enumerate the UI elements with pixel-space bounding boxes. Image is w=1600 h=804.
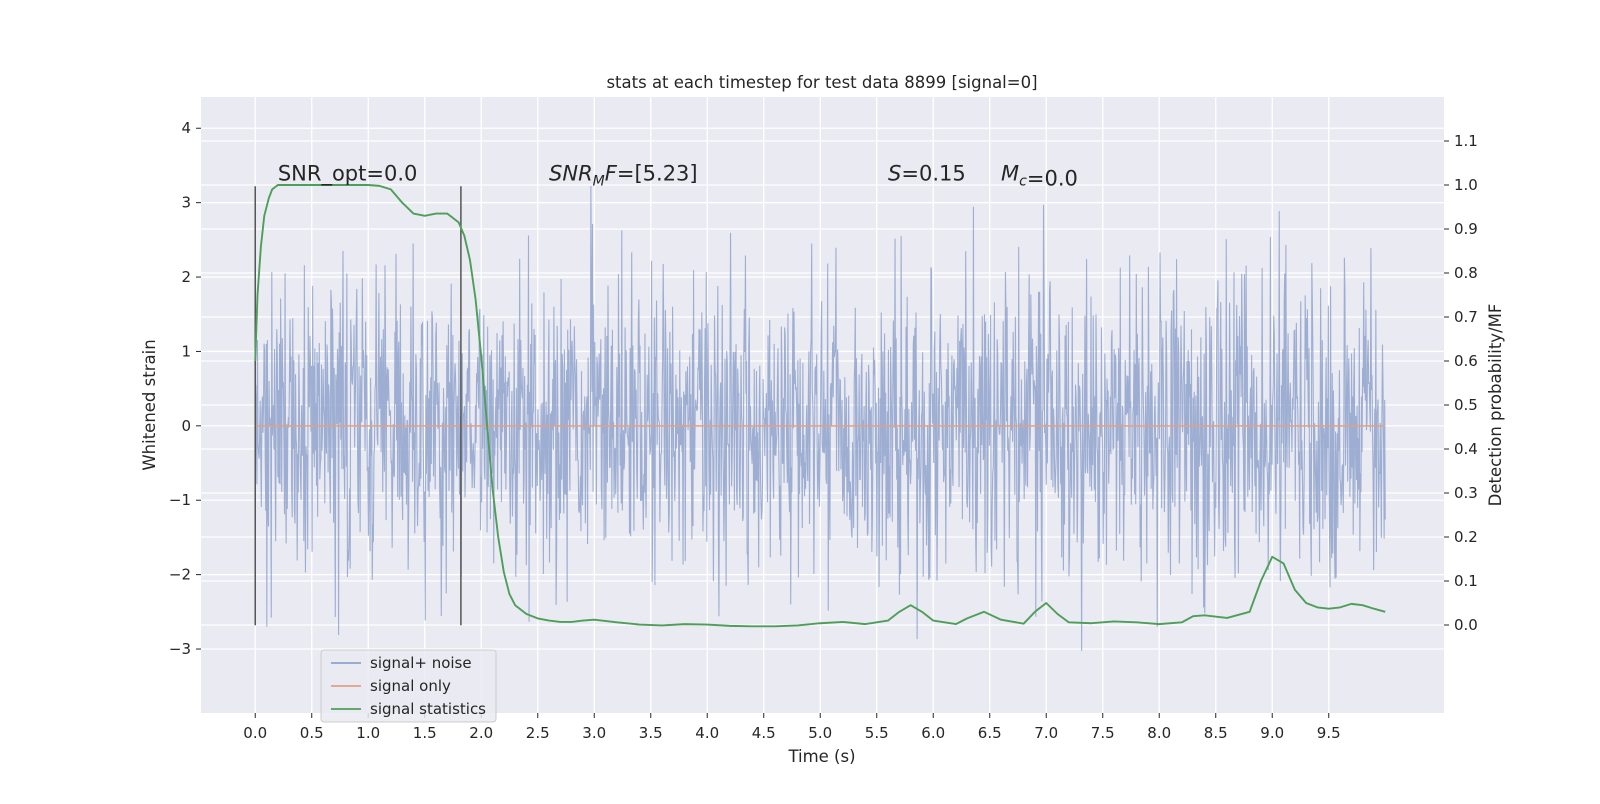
y-right-tick-label: 0.8 (1454, 264, 1478, 282)
annotations: SNR_opt=0.0 SNRMF=[5.23] S=0.15 Mc=0.0 (278, 161, 1078, 190)
legend-box (320, 649, 497, 723)
y-left-tick-label: −1 (169, 491, 191, 509)
x-tick-label: 7.5 (1091, 724, 1115, 742)
y-right-tick-label: 0.3 (1454, 484, 1478, 502)
y-right-tick-label: 1.0 (1454, 176, 1478, 194)
x-tick-label: 2.0 (469, 724, 493, 742)
annotation-s-val: S=0.15 (888, 161, 966, 185)
y-right-tick-label: 1.1 (1454, 132, 1478, 150)
x-tick-label: 2.5 (526, 724, 550, 742)
x-tick-label: 3.0 (582, 724, 606, 742)
x-tick-label: 5.0 (808, 724, 832, 742)
y-left-tick-label: 3 (181, 194, 191, 212)
signal-statistics-line (254, 184, 1386, 628)
y-right-tick-label: 0.5 (1454, 396, 1478, 414)
series-signal-noise (254, 186, 1386, 651)
y-axis-right-label: Detection probability/MF (1486, 304, 1505, 507)
y-left-tick-label: 0 (181, 417, 191, 435)
vertical-markers (254, 186, 462, 626)
series-signal-statistics (254, 184, 1386, 628)
x-tick-label: 7.0 (1034, 724, 1058, 742)
annotation-snr-opt: SNR_opt=0.0 (278, 161, 418, 186)
x-tick-label: 1.0 (356, 724, 380, 742)
x-tick-label: 6.5 (978, 724, 1002, 742)
x-tick-label: 0.0 (243, 724, 267, 742)
y-right-tick-label: 0.7 (1454, 308, 1478, 326)
x-tick-label: 8.5 (1204, 724, 1228, 742)
y-right-tick-label: 0.6 (1454, 352, 1478, 370)
annotation-mc-val: Mc=0.0 (1001, 161, 1078, 190)
y-right-tick-label: 0.2 (1454, 528, 1478, 546)
axis-ticks: 0.0 0.5 1.0 1.5 2.0 2.5 3.0 3.5 4.0 4.5 5.0 5.5 6.0 6… (169, 119, 1478, 742)
y-right-tick-label: 0.1 (1454, 572, 1478, 590)
y-left-tick-label: 2 (181, 268, 191, 286)
chart-title: stats at each timestep for test data 889… (606, 73, 1037, 92)
x-tick-label: 3.5 (639, 724, 663, 742)
x-tick-label: 9.0 (1260, 724, 1284, 742)
legend-label-signal-noise: signal+ noise (370, 654, 472, 672)
x-tick-label: 0.5 (300, 724, 324, 742)
y-left-tick-label: −2 (169, 566, 191, 584)
y-left-tick-label: 1 (181, 342, 191, 360)
x-tick-label: 8.0 (1147, 724, 1171, 742)
y-right-tick-label: 0.9 (1454, 220, 1478, 238)
signal-noise-line (254, 186, 1386, 651)
x-tick-label: 6.0 (921, 724, 945, 742)
y-axis-left-label: Whitened strain (140, 339, 159, 470)
y-right-tick-label: 0.0 (1454, 616, 1478, 634)
x-axis-label: Time (s) (787, 747, 855, 766)
legend: signal+ noise signal only signal statist… (320, 649, 497, 723)
x-tick-label: 1.5 (413, 724, 437, 742)
y-left-tick-label: −3 (169, 640, 191, 658)
annotation-snr-mf: SNRMF=[5.23] (549, 161, 698, 189)
x-tick-label: 9.5 (1317, 724, 1341, 742)
legend-label-signal-only: signal only (370, 677, 451, 695)
y-left-tick-label: 4 (181, 119, 191, 137)
x-tick-label: 5.5 (865, 724, 889, 742)
x-tick-label: 4.5 (752, 724, 776, 742)
legend-label-signal-statistics: signal statistics (370, 700, 486, 718)
y-right-tick-label: 0.4 (1454, 440, 1478, 458)
x-tick-label: 4.0 (695, 724, 719, 742)
